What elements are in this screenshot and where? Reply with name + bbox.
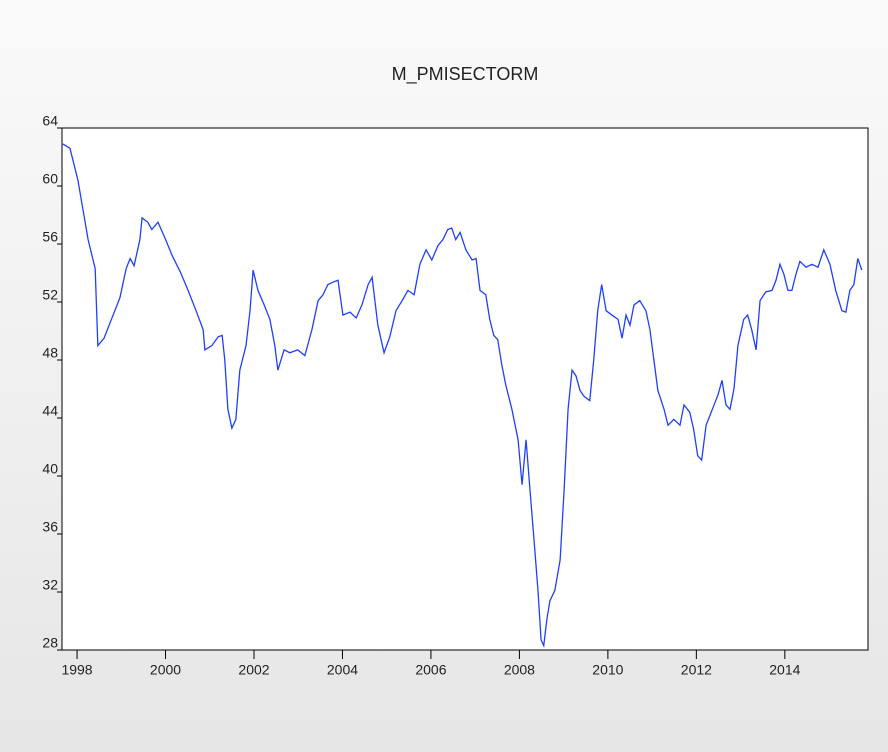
plot-area	[61, 127, 869, 651]
y-tick-label: 56	[42, 229, 58, 245]
x-tick-label: 1998	[61, 662, 92, 678]
x-tick-label: 2000	[150, 662, 181, 678]
y-tick-label: 48	[42, 345, 58, 361]
y-tick-label: 32	[42, 577, 58, 593]
y-tick-label: 44	[42, 403, 58, 419]
x-tick-label: 2004	[327, 662, 358, 678]
y-tick-label: 40	[42, 461, 58, 477]
y-tick-label: 36	[42, 519, 58, 535]
x-tick-label: 2010	[592, 662, 623, 678]
y-tick-label: 60	[42, 171, 58, 187]
x-tick-label: 2002	[238, 662, 269, 678]
y-tick-label: 64	[42, 113, 58, 129]
x-tick-label: 2012	[681, 662, 712, 678]
chart-title: M_PMISECTORM	[392, 64, 539, 85]
y-tick-label: 52	[42, 287, 58, 303]
y-tick-label: 28	[42, 635, 58, 651]
x-tick-label: 2008	[504, 662, 535, 678]
x-tick-label: 2006	[415, 662, 446, 678]
data-line	[62, 143, 863, 649]
x-tick-label: 2014	[769, 662, 800, 678]
